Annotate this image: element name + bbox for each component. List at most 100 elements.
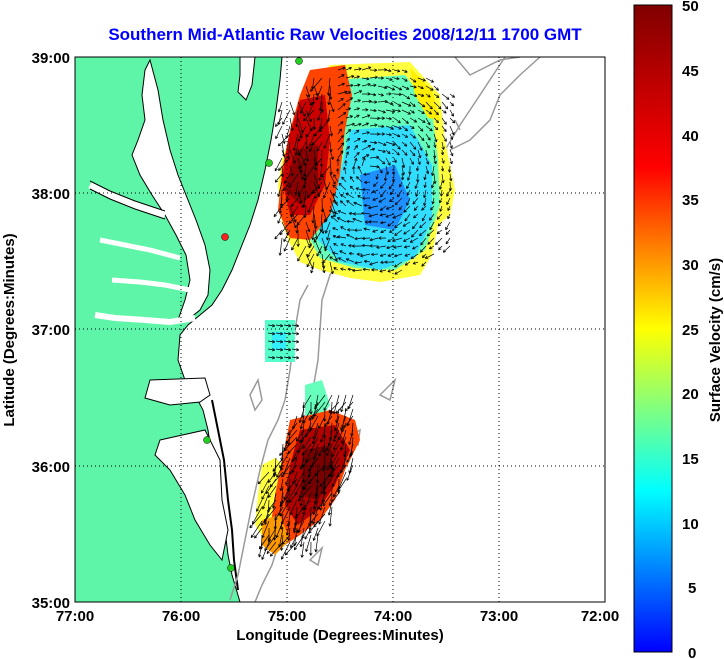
- velocity-arrow: [376, 245, 387, 249]
- velocity-arrow: [307, 189, 315, 199]
- velocity-arrow: [393, 133, 401, 138]
- velocity-arrow: [267, 527, 277, 542]
- velocity-arrow: [447, 205, 451, 211]
- velocity-arrow: [299, 415, 305, 430]
- velocity-arrow: [411, 229, 419, 238]
- velocity-arrow: [421, 205, 427, 211]
- velocity-arrow: [417, 109, 425, 114]
- velocity-arrow: [336, 158, 340, 167]
- velocity-arrow: [386, 245, 395, 250]
- velocity-arrow: [401, 109, 411, 115]
- velocity-arrow: [313, 157, 318, 171]
- velocity-arrow: [375, 173, 379, 180]
- velocity-arrow: [345, 83, 354, 88]
- velocity-arrow: [267, 356, 276, 360]
- velocity-arrow: [423, 197, 427, 207]
- velocity-arrow: [369, 75, 378, 79]
- velocity-arrow: [297, 245, 307, 262]
- velocity-arrow: [309, 541, 313, 556]
- colorbar-tick-label: 20: [682, 386, 699, 403]
- velocity-arrow: [256, 499, 263, 512]
- velocity-arrow: [300, 101, 307, 114]
- velocity-arrow: [337, 128, 342, 135]
- velocity-arrow: [318, 443, 326, 457]
- velocity-arrow: [282, 109, 291, 125]
- velocity-arrow: [362, 188, 371, 192]
- velocity-arrow: [361, 66, 372, 71]
- velocity-arrow: [305, 237, 311, 249]
- velocity-arrow: [337, 150, 344, 159]
- x-tick-label: 76:00: [162, 608, 200, 625]
- velocity-arrow: [302, 408, 312, 424]
- velocity-arrow: [393, 117, 401, 124]
- velocity-arrow: [361, 145, 372, 151]
- velocity-arrow: [298, 429, 312, 443]
- velocity-arrow: [274, 173, 283, 183]
- velocity-arrow: [401, 101, 412, 107]
- station-marker: [265, 159, 273, 167]
- velocity-arrow: [326, 457, 333, 471]
- velocity-arrow: [305, 93, 313, 106]
- velocity-arrow: [362, 267, 371, 272]
- velocity-arrow: [411, 221, 419, 230]
- velocity-arrow: [372, 197, 379, 201]
- velocity-arrow: [441, 157, 445, 164]
- velocity-arrow: [306, 253, 315, 268]
- velocity-arrow: [299, 457, 305, 470]
- velocity-arrow: [425, 101, 433, 110]
- velocity-arrow: [329, 101, 335, 113]
- velocity-arrow: [305, 133, 309, 150]
- velocity-arrow: [433, 173, 437, 184]
- velocity-arrow: [409, 109, 415, 114]
- velocity-arrow: [401, 69, 408, 73]
- velocity-arrow: [285, 520, 291, 536]
- velocity-arrow: [336, 217, 347, 223]
- velocity-arrow: [311, 229, 315, 241]
- grid-lines: [75, 57, 605, 602]
- velocity-arrow: [441, 117, 447, 125]
- velocity-arrow: [425, 141, 430, 149]
- velocity-arrow: [275, 340, 284, 344]
- velocity-arrow: [283, 485, 291, 500]
- velocity-arrow: [385, 101, 394, 106]
- velocity-arrow: [277, 133, 291, 147]
- velocity-arrow: [338, 182, 347, 191]
- velocity-arrow: [387, 269, 395, 273]
- velocity-arrow: [339, 200, 347, 207]
- velocity-arrow: [332, 193, 339, 199]
- velocity-arrow: [315, 85, 323, 101]
- velocity-arrow: [433, 157, 437, 165]
- velocity-arrow: [330, 464, 334, 478]
- x-tick-label: 75:00: [268, 608, 306, 625]
- velocity-arrow: [357, 195, 363, 199]
- velocity-arrow: [345, 97, 354, 103]
- velocity-arrow: [289, 165, 294, 177]
- velocity-arrow: [425, 125, 433, 132]
- velocity-arrow: [321, 261, 326, 274]
- velocity-arrow: [380, 220, 387, 225]
- velocity-arrow: [336, 168, 340, 175]
- velocity-arrow: [354, 261, 363, 265]
- velocity-arrow: [276, 464, 284, 478]
- velocity-arrow: [308, 141, 315, 153]
- velocity-arrow: [295, 429, 305, 442]
- velocity-arrow: [279, 443, 291, 456]
- velocity-arrow: [298, 408, 305, 424]
- velocity-arrow: [288, 173, 299, 188]
- velocity-arrow: [361, 157, 366, 167]
- velocity-arrow: [352, 212, 363, 216]
- y-tick-label: 39:00: [32, 50, 70, 67]
- velocity-arrow: [421, 253, 427, 259]
- velocity-arrow: [353, 107, 360, 111]
- velocity-arrow: [415, 189, 419, 197]
- velocity-arrow: [328, 506, 333, 527]
- velocity-arrow: [430, 205, 435, 211]
- velocity-arrow: [353, 129, 360, 135]
- velocity-arrow: [388, 181, 395, 190]
- velocity-arrow: [322, 253, 331, 264]
- velocity-arrow: [254, 527, 263, 539]
- velocity-arrow: [394, 229, 403, 236]
- velocity-arrow: [337, 112, 347, 119]
- velocity-arrow: [316, 141, 323, 152]
- velocity-arrow: [345, 91, 351, 95]
